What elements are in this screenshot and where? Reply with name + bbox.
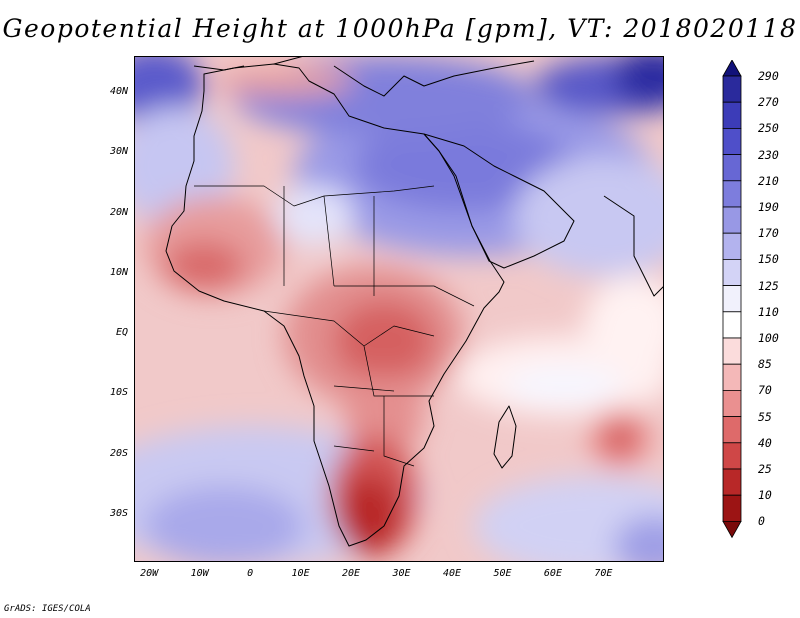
- colorbar-segment: [722, 154, 742, 182]
- colorbar-level-label: 0: [758, 514, 765, 529]
- colorbar-level-label: 170: [758, 226, 779, 241]
- colorbar-bottom-arrow: [722, 520, 742, 539]
- colorbar-level-label: 100: [758, 331, 779, 345]
- colorbar-level-label: 70: [758, 383, 772, 398]
- lon-tick-label: 70E: [594, 568, 613, 579]
- arabia-coastline: [423, 133, 575, 269]
- map-title: Geopotential Height at 1000hPa [gpm], VT…: [2, 14, 798, 43]
- colorbar-segment: [722, 285, 742, 313]
- colorbar-segment: [722, 75, 742, 103]
- colorbar-level-label: 270: [758, 95, 779, 110]
- colorbar-level-label: 85: [758, 357, 772, 372]
- colorbar-level-label: 190: [758, 200, 779, 214]
- credit-label: GrADS: IGES/COLA: [4, 604, 91, 614]
- map-panel: [134, 56, 664, 562]
- lon-tick-label: 10W: [190, 568, 209, 579]
- colorbar-top-arrow: [722, 59, 742, 77]
- country-borders: [194, 185, 475, 467]
- colorbar-level-label: 210: [758, 173, 779, 188]
- lat-tick-label: EQ: [115, 327, 128, 339]
- lon-tick-label: 20W: [140, 568, 159, 579]
- colorbar-bar: [722, 59, 742, 539]
- lon-tick-label: 40E: [442, 568, 462, 579]
- lon-tick-label: 30E: [392, 568, 411, 579]
- colorbar-level-label: 150: [758, 252, 779, 267]
- colorbar-level-label: 25: [758, 462, 772, 476]
- colorbar-segment: [722, 258, 742, 286]
- field-map: [134, 56, 664, 562]
- colorbar-segment: [722, 363, 742, 391]
- colorbar-level-label: 110: [758, 304, 779, 319]
- lat-tick-label: 20S: [109, 447, 128, 459]
- map-border: [134, 56, 664, 562]
- lon-tick-label: 50E: [493, 568, 512, 579]
- colorbar-level-label: 230: [758, 147, 779, 162]
- colorbar-segment: [722, 337, 742, 365]
- colorbar-segment: [722, 311, 742, 339]
- lat-tick-label: 30N: [109, 146, 128, 158]
- colorbar: [718, 59, 798, 564]
- colorbar-level-label: 55: [758, 409, 772, 424]
- madagascar-coastline: [493, 405, 517, 469]
- colorbar-segment: [722, 232, 742, 260]
- colorbar-segment: [722, 416, 742, 444]
- lon-tick-label: 20E: [342, 568, 361, 579]
- lat-tick-label: 10N: [109, 266, 128, 278]
- india-coastline: [603, 195, 664, 297]
- coastlines: [165, 56, 664, 547]
- colorbar-level-label: 10: [758, 488, 772, 503]
- colorbar-segment: [722, 101, 742, 129]
- colorbar-segment: [722, 468, 742, 496]
- colorbar-level-label: 250: [758, 121, 779, 136]
- lon-tick-label: 0: [247, 568, 254, 579]
- colorbar-segment: [722, 494, 742, 522]
- lat-tick-label: 30S: [109, 507, 128, 519]
- colorbar-segment: [722, 180, 742, 208]
- lon-tick-label: 10E: [291, 568, 310, 579]
- europe-coastline: [193, 56, 535, 97]
- colorbar-level-label: 40: [758, 435, 772, 450]
- africa-coastline: [165, 63, 505, 547]
- colorbar-segment: [722, 206, 742, 234]
- lat-tick-label: 20N: [109, 206, 128, 218]
- lat-tick-label: 40N: [109, 86, 128, 98]
- colorbar-segment: [722, 389, 742, 417]
- colorbar-segment: [722, 442, 742, 470]
- colorbar-level-label: 290: [758, 69, 779, 83]
- lat-tick-label: 10S: [109, 387, 128, 399]
- lon-tick-label: 60E: [543, 568, 562, 579]
- colorbar-segment: [722, 128, 742, 156]
- colorbar-level-label: 125: [758, 278, 779, 293]
